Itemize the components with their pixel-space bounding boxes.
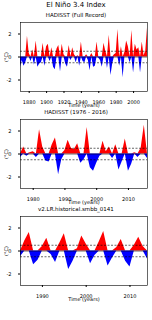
svg-text:1900: 1900	[40, 99, 53, 105]
svg-text:1990: 1990	[36, 293, 49, 299]
svg-text:0: 0	[8, 53, 12, 60]
svg-text:2010: 2010	[122, 196, 135, 202]
svg-text:(°C): (°C)	[3, 52, 9, 62]
svg-text:Time (years): Time (years)	[67, 296, 100, 303]
svg-text:2: 2	[8, 225, 11, 231]
svg-text:-2: -2	[7, 77, 12, 83]
svg-text:2: 2	[8, 31, 11, 37]
svg-text:1980: 1980	[110, 99, 123, 105]
svg-text:(°C): (°C)	[3, 149, 9, 159]
html-text:v2.LR.historical.smbb_0141: v2.LR.historical.smbb_0141	[38, 206, 114, 212]
svg-text:Time (years): Time (years)	[67, 199, 100, 206]
svg-text:0: 0	[8, 247, 12, 254]
svg-text:2000: 2000	[127, 99, 140, 105]
svg-text:1990: 1990	[58, 196, 72, 203]
html-text:HADISST (Full Record): HADISST (Full Record)	[45, 12, 107, 18]
svg-text:1920: 1920	[57, 99, 71, 106]
svg-text:(°C): (°C)	[3, 246, 9, 256]
svg-text:-2: -2	[7, 174, 12, 180]
svg-text:1880: 1880	[23, 99, 36, 105]
svg-text:Time (years): Time (years)	[67, 102, 100, 109]
html-text:El Niño 3.4 Index: El Niño 3.4 Index	[46, 1, 106, 9]
svg-text:2: 2	[8, 128, 11, 134]
html-text:HADISST (1976 - 2016): HADISST (1976 - 2016)	[44, 109, 108, 115]
svg-text:2010: 2010	[124, 293, 137, 299]
svg-text:0: 0	[8, 150, 12, 157]
svg-text:1980: 1980	[27, 196, 40, 202]
svg-text:-2: -2	[7, 271, 12, 277]
